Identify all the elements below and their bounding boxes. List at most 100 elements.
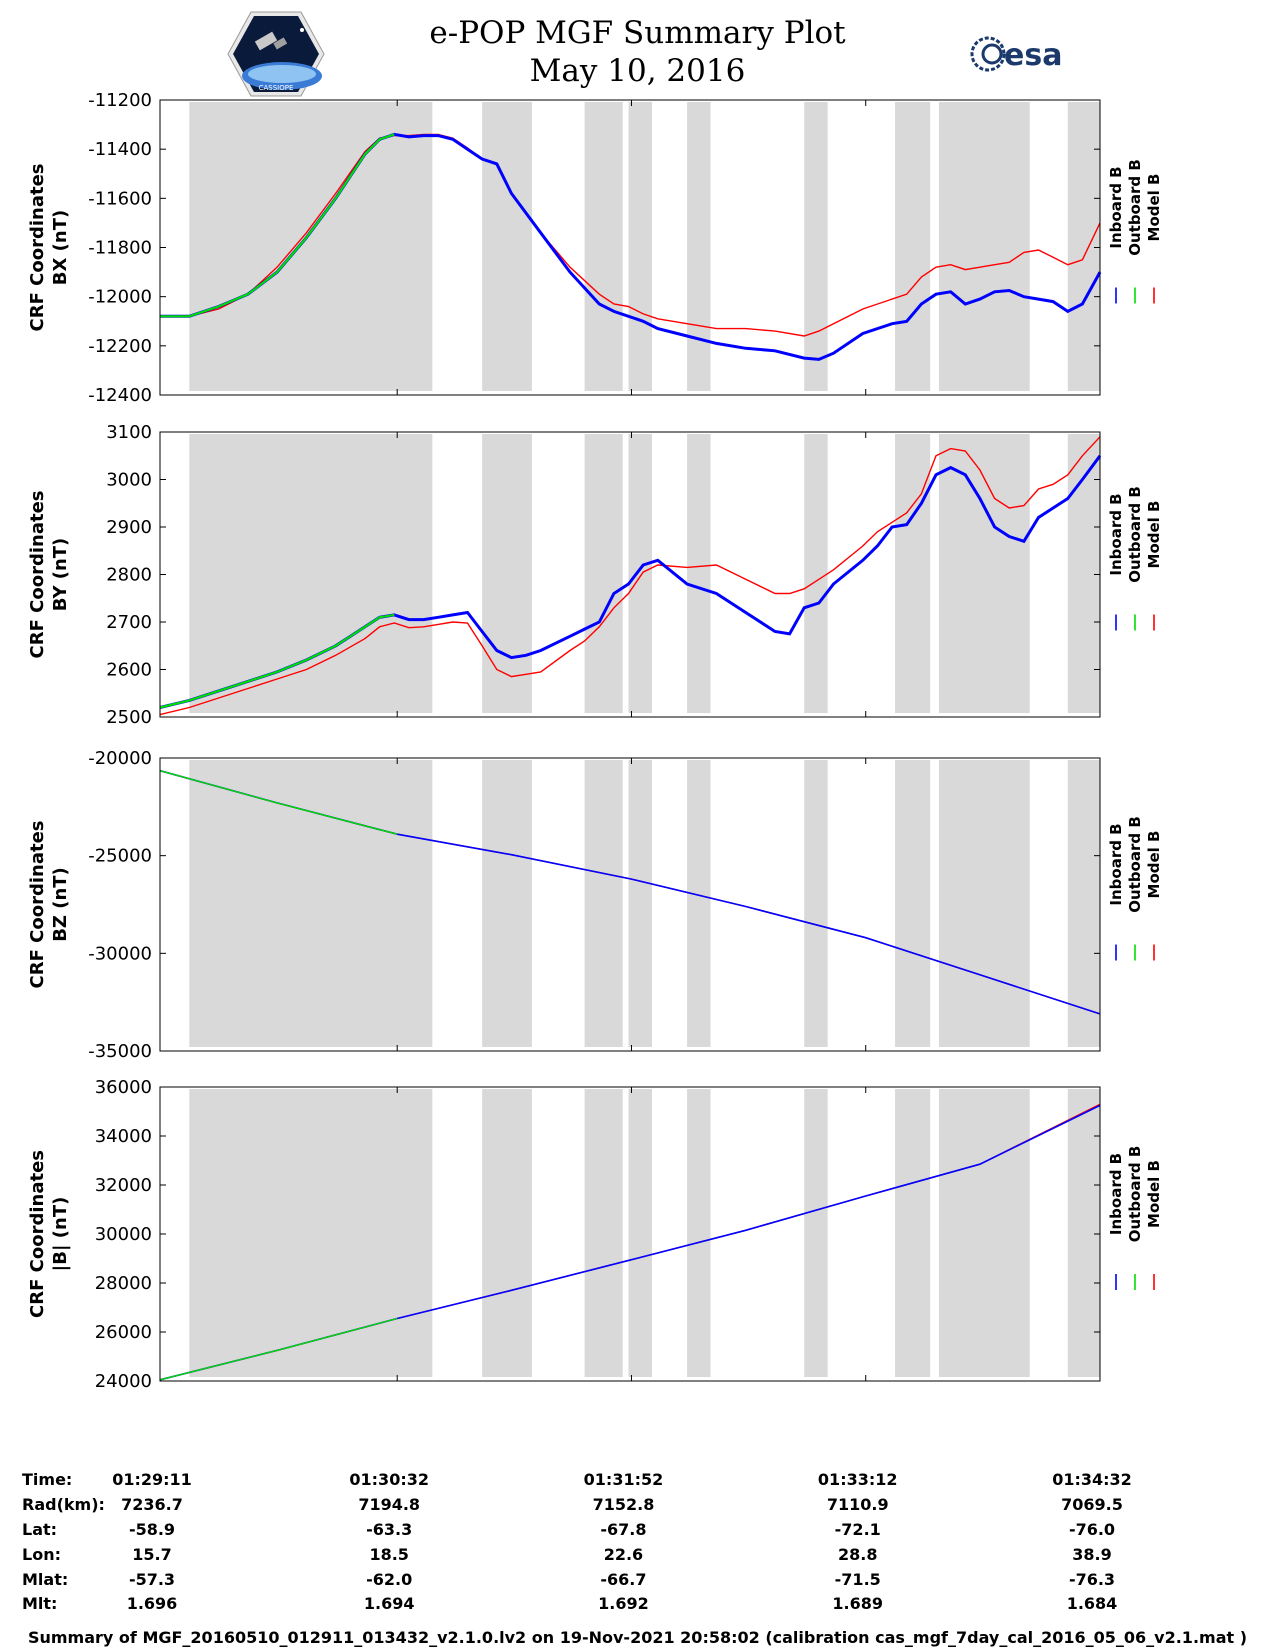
- legend-label: Model B: [1145, 501, 1163, 569]
- y-tick-label: 2800: [106, 565, 152, 586]
- info-row-header: Mlt:: [22, 1594, 58, 1613]
- info-value: 18.5: [369, 1545, 409, 1564]
- y-tick-label: -35000: [88, 1041, 152, 1062]
- y-tick-label: -11200: [88, 90, 152, 111]
- info-value: 7069.5: [1061, 1495, 1123, 1514]
- info-value: 1.696: [126, 1594, 178, 1613]
- info-value: 38.9: [1072, 1545, 1112, 1564]
- y-tick-label: 3100: [106, 422, 152, 443]
- y-tick-label: -11600: [88, 188, 152, 209]
- info-value: 22.6: [603, 1545, 644, 1564]
- shaded-interval: [687, 760, 711, 1047]
- legend-label: Inboard B: [1107, 1153, 1125, 1235]
- info-value: -57.3: [128, 1570, 176, 1589]
- legend-label: Outboard B: [1126, 486, 1144, 583]
- legend-label: Outboard B: [1126, 816, 1144, 913]
- series-outboard-b: [159, 613, 395, 709]
- shaded-interval: [189, 760, 433, 1047]
- info-value: -63.3: [366, 1520, 413, 1539]
- info-value: 7110.9: [826, 1495, 889, 1514]
- y-axis-label-line1: CRF Coordinates: [27, 1150, 48, 1318]
- y-tick-label: -12000: [88, 287, 152, 308]
- y-tick-label: -20000: [88, 748, 152, 769]
- cassiope-logo: CASSIOPE: [226, 10, 326, 98]
- y-tick-label: 30000: [95, 1224, 152, 1245]
- y-tick-label: 36000: [95, 1077, 152, 1098]
- shaded-interval: [938, 1089, 1030, 1377]
- shaded-interval: [628, 760, 652, 1047]
- shaded-interval: [938, 760, 1030, 1047]
- y-tick-label: 2500: [106, 707, 152, 728]
- y-axis-label-line1: CRF Coordinates: [27, 821, 48, 989]
- shaded-interval: [584, 102, 623, 391]
- info-row-header: Rad(km):: [22, 1495, 105, 1514]
- y-axis-label-line2: BX (nT): [50, 210, 71, 285]
- info-row-header: Lat:: [22, 1520, 58, 1539]
- info-row-header: Mlat:: [22, 1570, 69, 1589]
- footer-summary: Summary of MGF_20160510_012911_013432_v2…: [27, 1628, 1248, 1647]
- info-value: -66.7: [600, 1570, 647, 1589]
- shaded-interval: [687, 434, 711, 713]
- legend-label: Inboard B: [1107, 493, 1125, 575]
- info-value: -71.5: [834, 1570, 881, 1589]
- shaded-interval: [1067, 434, 1100, 713]
- y-tick-label: 34000: [95, 1126, 152, 1147]
- info-value: 01:34:32: [1052, 1470, 1132, 1489]
- legend-label: Outboard B: [1126, 1146, 1144, 1243]
- shaded-interval: [628, 102, 652, 391]
- shaded-interval: [584, 434, 623, 713]
- y-axis-label-line2: |B| (nT): [50, 1197, 71, 1272]
- shaded-interval: [895, 434, 931, 713]
- y-axis-label-line2: BZ (nT): [50, 867, 71, 942]
- info-value: 01:30:32: [349, 1470, 429, 1489]
- info-value: -62.0: [366, 1570, 413, 1589]
- y-tick-label: -11400: [88, 139, 152, 160]
- info-value: 01:31:52: [583, 1470, 664, 1489]
- info-value: 7152.8: [592, 1495, 655, 1514]
- info-value: 1.689: [832, 1594, 884, 1613]
- shaded-interval: [938, 434, 1030, 713]
- info-row-header: Time:: [22, 1470, 73, 1489]
- shaded-interval: [482, 760, 532, 1047]
- shaded-interval: [895, 102, 931, 391]
- shaded-interval: [189, 102, 433, 391]
- chart-panel-3: -20000 -25000 -30000 -35000 CRF Coordinates B…: [27, 748, 1163, 1062]
- shaded-interval: [189, 434, 433, 713]
- y-tick-label: -12200: [88, 336, 152, 357]
- y-tick-label: 3000: [106, 470, 152, 491]
- shaded-interval: [1067, 102, 1100, 391]
- esa-logo: esa: [970, 34, 1100, 74]
- y-tick-label: 24000: [95, 1371, 152, 1392]
- shaded-interval: [895, 1089, 931, 1377]
- shaded-interval: [687, 1089, 711, 1377]
- shaded-interval: [804, 434, 828, 713]
- info-value: 01:33:12: [817, 1470, 898, 1489]
- chart-panel-1: -11200 -11400 -11600 -11800 -12000 -12200 -124…: [27, 90, 1163, 406]
- title-block: e-POP MGF Summary Plot May 10, 2016: [0, 14, 1275, 90]
- info-value: 15.7: [132, 1545, 172, 1564]
- y-tick-label: 32000: [95, 1175, 152, 1196]
- info-value: 28.8: [837, 1545, 878, 1564]
- shaded-interval: [1067, 1089, 1100, 1377]
- info-row-header: Lon:: [22, 1545, 61, 1564]
- legend-label: Inboard B: [1107, 166, 1125, 248]
- info-value: 7194.8: [358, 1495, 421, 1514]
- series-model-b: [159, 436, 1101, 716]
- chart-panel-2: 3100 3000 2900 2800 2700 2600 2500 CRF Coordina…: [27, 422, 1163, 728]
- shaded-interval: [482, 1089, 532, 1377]
- shaded-interval: [584, 760, 623, 1047]
- y-tick-label: 2700: [106, 612, 152, 633]
- info-value: 1.694: [363, 1594, 415, 1613]
- info-value: 1.684: [1066, 1594, 1118, 1613]
- y-tick-label: 26000: [95, 1322, 152, 1343]
- esa-logo-text: esa: [1004, 38, 1062, 73]
- esa-logo-graphic: esa: [970, 36, 1062, 73]
- y-tick-label: 2900: [106, 517, 152, 538]
- y-tick-label: -12400: [88, 385, 152, 406]
- cassiope-logo-text: CASSIOPE: [259, 84, 294, 92]
- plot-frame: [159, 757, 1101, 1052]
- legend-label: Model B: [1145, 174, 1163, 242]
- shaded-interval: [584, 1089, 623, 1377]
- info-value: -76.3: [1068, 1570, 1116, 1589]
- series-outboard-b: [159, 770, 398, 835]
